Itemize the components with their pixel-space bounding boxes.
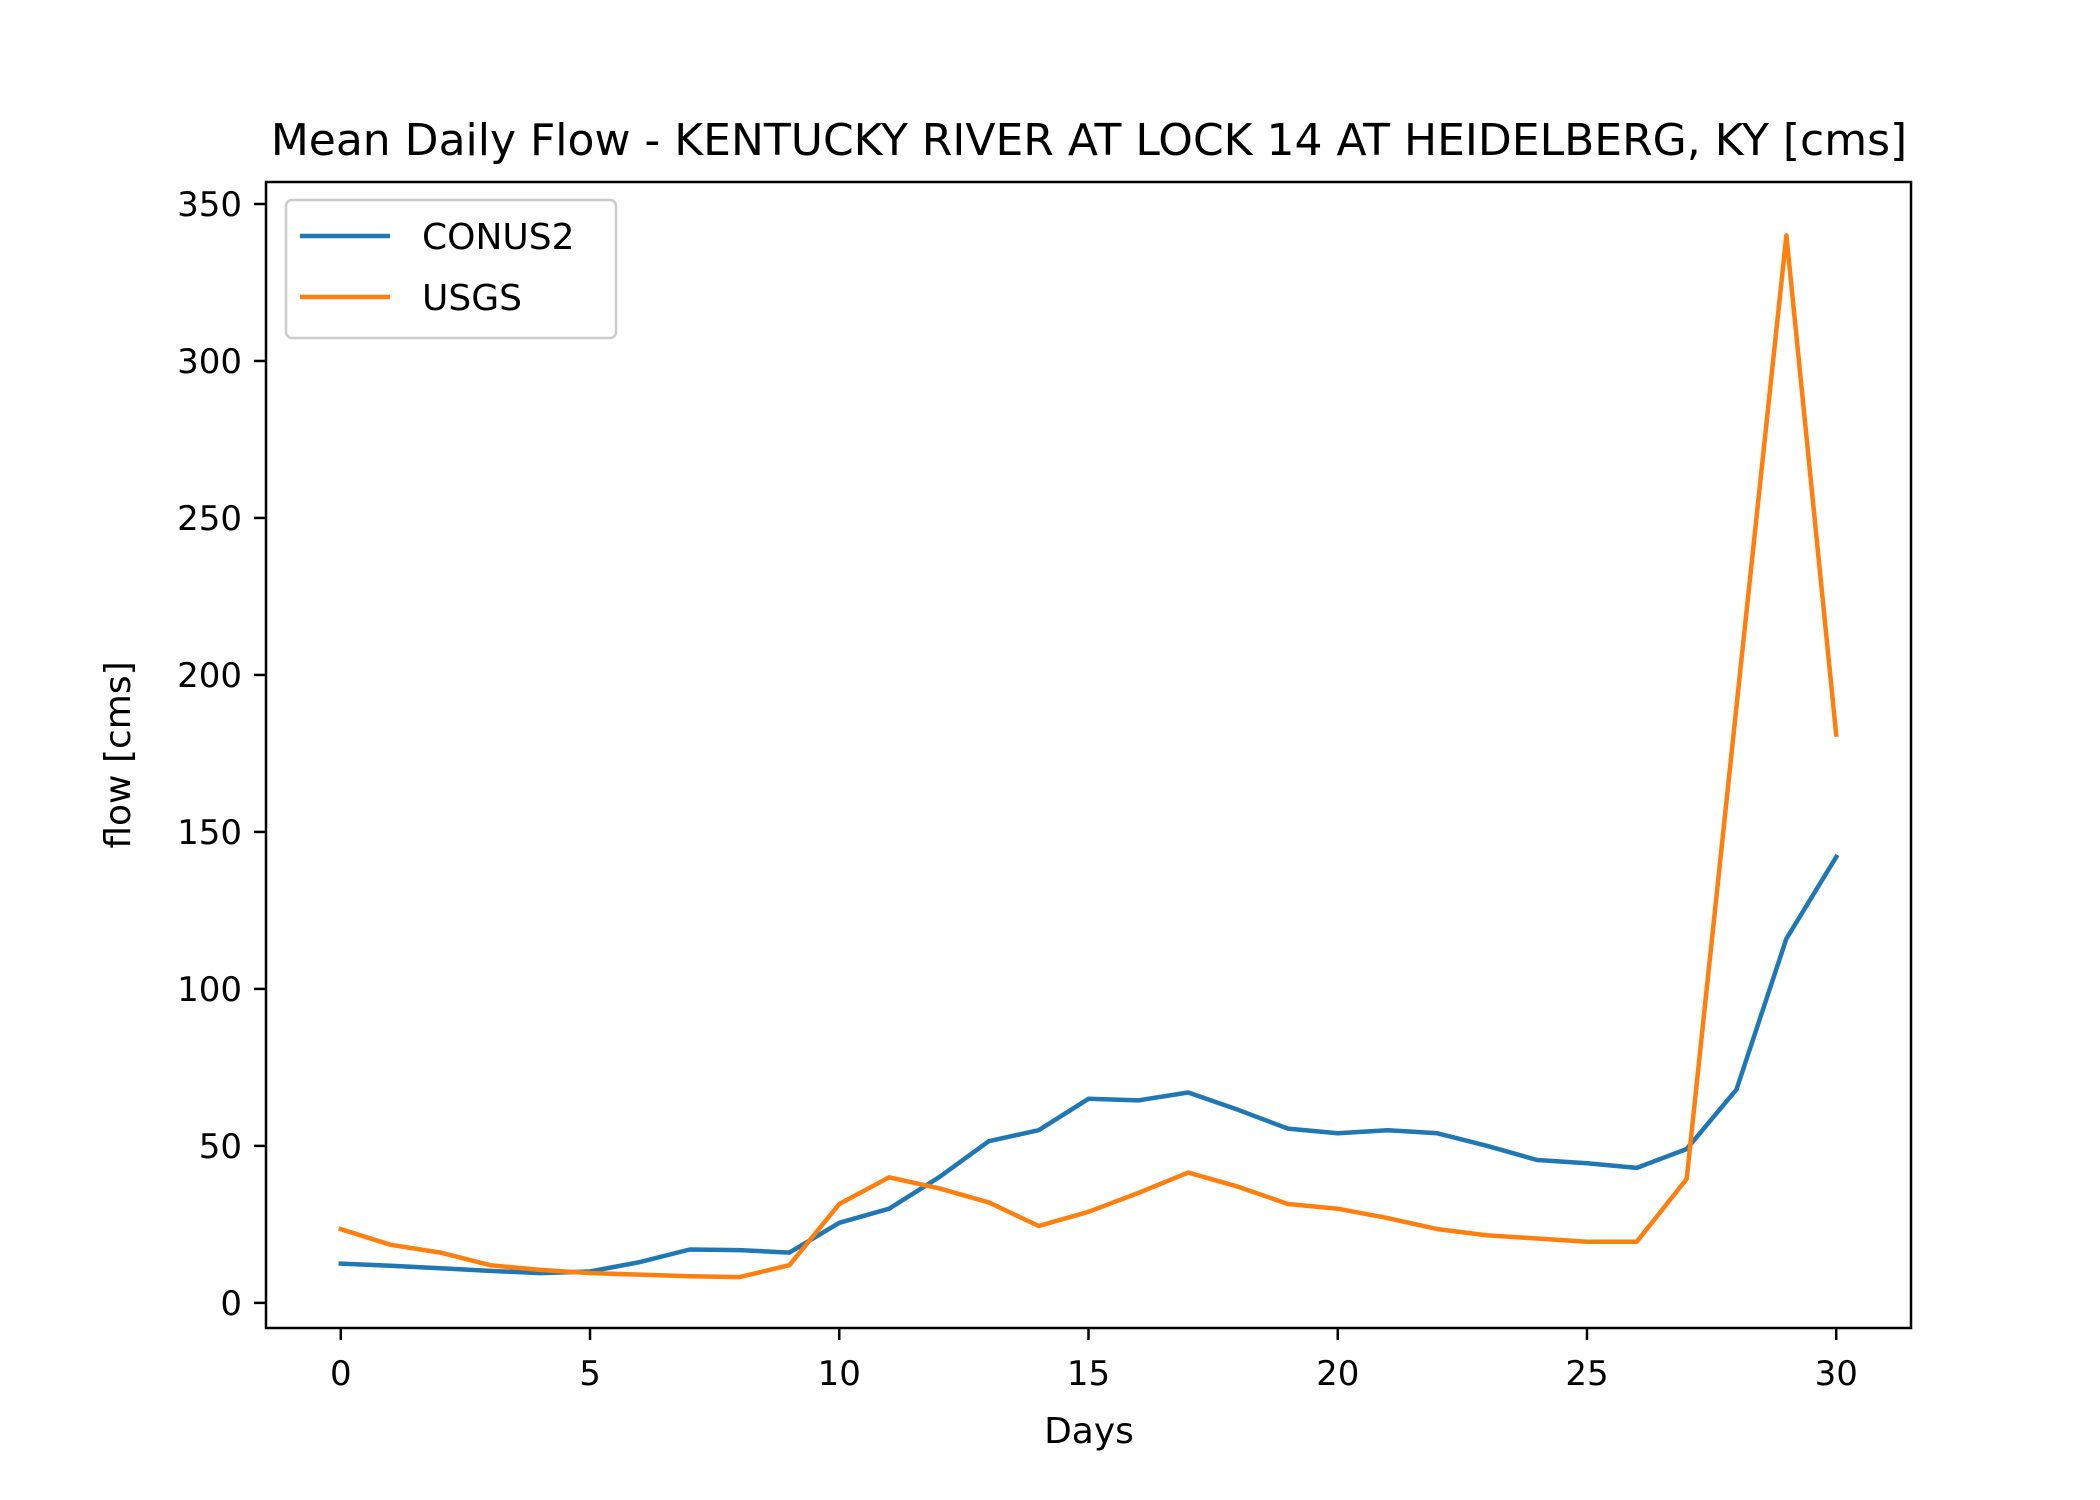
x-tick-label: 5	[579, 1354, 601, 1394]
y-tick-label: 300	[177, 342, 242, 382]
x-tick-label: 15	[1067, 1354, 1110, 1394]
x-tick-label: 25	[1565, 1354, 1608, 1394]
legend: CONUS2 USGS	[284, 198, 618, 340]
y-tick-label: 350	[177, 185, 242, 225]
x-tick-label: 20	[1316, 1354, 1359, 1394]
legend-label-conus2: CONUS2	[422, 217, 575, 258]
chart-title: Mean Daily Flow - KENTUCKY RIVER AT LOCK…	[271, 115, 1907, 166]
y-tick-label: 100	[177, 970, 242, 1010]
legend-label-usgs: USGS	[422, 278, 522, 319]
y-tick-label: 50	[199, 1127, 242, 1167]
x-tick-label: 0	[330, 1354, 352, 1394]
y-axis-ticks: 0 50 100 150 200 250 300 350	[177, 185, 266, 1324]
y-tick-label: 200	[177, 656, 242, 696]
y-tick-label: 150	[177, 813, 242, 853]
series-line-usgs	[337, 233, 1839, 1280]
y-tick-label: 0	[220, 1284, 242, 1324]
y-tick-label: 250	[177, 499, 242, 539]
plot-area: 0 5 10 15 20 25 30 0 50 100 150 200 250 300 350	[177, 180, 1913, 1394]
x-axis-ticks: 0 5 10 15 20 25 30	[330, 1328, 1858, 1394]
series-layer	[337, 233, 1840, 1280]
x-axis-label: Days	[1044, 1411, 1134, 1452]
y-axis-label: flow [cms]	[98, 661, 139, 848]
x-tick-label: 10	[818, 1354, 861, 1394]
x-tick-label: 30	[1815, 1354, 1858, 1394]
